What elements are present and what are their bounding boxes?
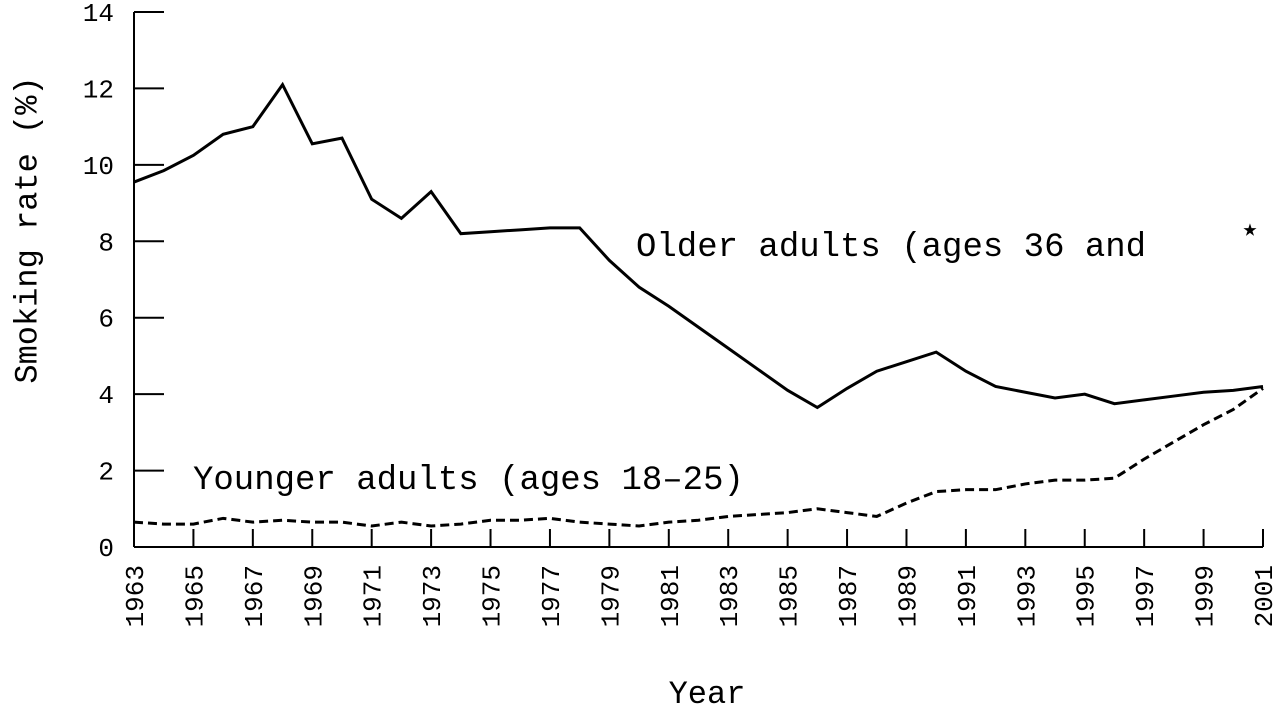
x-tick-label: 1993 — [1012, 565, 1042, 627]
y-axis-title: Smoking rate (%) — [9, 76, 46, 383]
x-tick-label: 1963 — [121, 565, 151, 627]
x-tick-label: 1997 — [1131, 565, 1161, 627]
y-tick-label: 4 — [98, 381, 114, 411]
x-axis-title: Year — [669, 676, 746, 713]
series-line — [133, 387, 1264, 528]
x-tick-label: 1991 — [953, 565, 983, 627]
x-tick-label: 1971 — [359, 565, 389, 627]
x-tick-label: 1981 — [656, 565, 686, 627]
x-tick-label: 1983 — [715, 565, 745, 627]
x-tick-label: 1985 — [775, 565, 805, 627]
x-tick-label: 1967 — [240, 565, 270, 627]
y-tick-label: 14 — [83, 0, 114, 29]
x-tick-label: 1975 — [478, 565, 508, 627]
series-label: Older adults (ages 36 and — [636, 229, 1146, 267]
x-tick-label: 1989 — [893, 565, 923, 627]
x-tick-label: 1979 — [596, 565, 626, 627]
x-tick-label: 1999 — [1191, 565, 1221, 627]
series-line — [133, 81, 1264, 410]
annotation: ★ — [1243, 217, 1257, 244]
x-tick-label: 1965 — [180, 565, 210, 627]
y-tick-label: 0 — [98, 534, 114, 564]
x-tick-label: 2001 — [1250, 565, 1280, 627]
x-tick-label: 1987 — [834, 565, 864, 627]
series-label: Younger adults (ages 18–25) — [193, 462, 744, 500]
y-tick-label: 12 — [83, 75, 114, 105]
y-tick-label: 10 — [83, 152, 114, 182]
y-tick-label: 8 — [98, 228, 114, 258]
y-tick-label: 6 — [98, 305, 114, 335]
x-tick-label: 1973 — [418, 565, 448, 627]
y-tick-label: 2 — [98, 458, 114, 488]
x-tick-label: 1969 — [299, 565, 329, 627]
x-tick-label: 1995 — [1072, 565, 1102, 627]
x-tick-label: 1977 — [537, 565, 567, 627]
